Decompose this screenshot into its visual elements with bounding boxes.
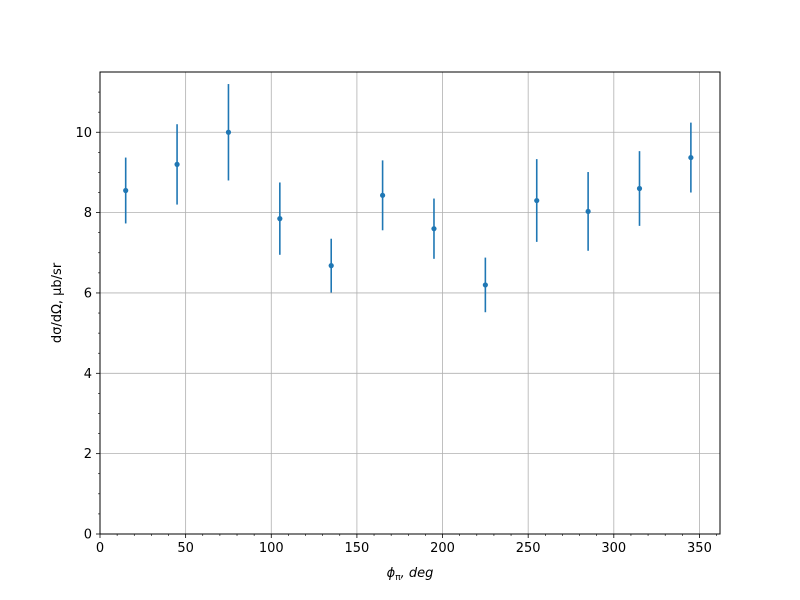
- axis-ticks: 0 50 100 150 200 250 300 350 0 2 4 6 8 10: [75, 91, 717, 556]
- y-tick-label: 6: [84, 286, 92, 301]
- y-tick-label: 10: [75, 126, 92, 141]
- data-point: [636, 185, 643, 192]
- y-axis-label: dσ/dΩ, μb/sr: [50, 262, 65, 343]
- data-point: [225, 129, 232, 135]
- x-axis-label-subscript: π: [395, 573, 401, 583]
- data-point: [534, 197, 540, 204]
- x-tick-label: 250: [516, 541, 541, 556]
- y-tick-label: 0: [84, 528, 92, 543]
- data-point: [328, 263, 334, 269]
- data-point: [379, 192, 386, 198]
- x-axis-label: ϕπ, deg: [387, 566, 434, 583]
- data-point: [123, 187, 129, 194]
- x-tick-label: 0: [96, 541, 104, 556]
- data-point: [174, 161, 180, 167]
- data-point: [431, 226, 437, 232]
- x-tick-label: 200: [430, 541, 455, 556]
- axes-frame: [99, 71, 721, 535]
- x-axis-label-symbol: ϕ: [387, 566, 396, 581]
- grid-lines: [99, 72, 720, 535]
- y-tick-label: 4: [84, 367, 92, 382]
- x-tick-label: 150: [344, 541, 369, 556]
- data-point: [277, 216, 283, 222]
- data-point: [688, 154, 694, 161]
- y-tick-label: 2: [84, 447, 92, 462]
- data-point: [585, 208, 591, 215]
- x-tick-label: 100: [259, 541, 284, 556]
- data-points: [123, 84, 694, 313]
- x-tick-label: 350: [687, 541, 712, 556]
- x-axis-label-unit: , deg: [401, 566, 434, 581]
- y-tick-label: 8: [84, 206, 92, 221]
- data-point: [482, 282, 488, 288]
- x-tick-label: 300: [601, 541, 626, 556]
- x-tick-label: 50: [177, 541, 194, 556]
